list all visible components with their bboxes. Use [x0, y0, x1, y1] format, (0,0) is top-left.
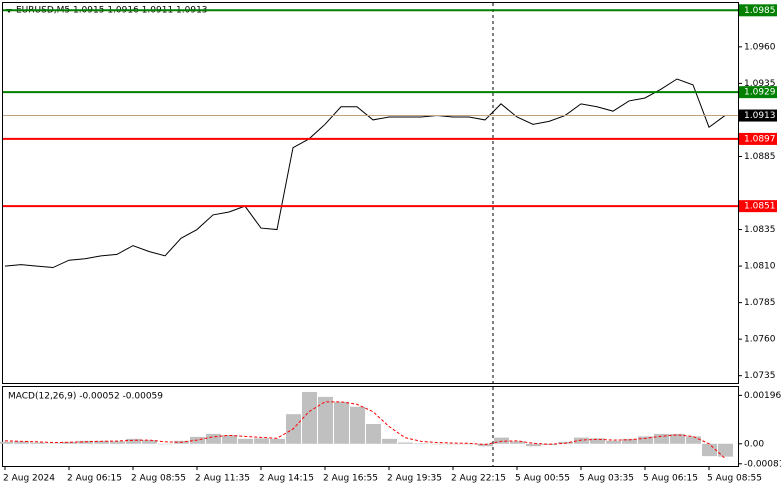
y-tick-label: 1.0810 [744, 262, 776, 272]
macd-bar [62, 441, 77, 444]
level-box [739, 200, 777, 213]
macd-bar [14, 441, 29, 444]
macd-bar [366, 424, 381, 444]
macd-bar [254, 438, 269, 444]
level-box [739, 132, 777, 145]
signal-line [4, 401, 726, 459]
x-tick-label: 2 Aug 22:15 [451, 474, 506, 484]
macd-bar [158, 443, 173, 445]
y-tick-label: 1.0935 [744, 79, 776, 89]
y-tick-label: 1.0960 [744, 42, 776, 52]
x-tick-label: 2 Aug 11:35 [195, 474, 250, 484]
y-tick-label: 1.0785 [744, 298, 776, 308]
level-label: 1.0929 [744, 88, 776, 98]
macd-bar [206, 433, 221, 444]
x-tick-label: 2 Aug 08:55 [131, 474, 186, 484]
x-tick-label: 2 Aug 14:15 [259, 474, 314, 484]
macd-bar [94, 440, 109, 444]
y-tick-label: -0.00081 [744, 459, 781, 469]
level-label: 1.0897 [744, 134, 776, 144]
x-tick-label: 5 Aug 03:35 [579, 474, 634, 484]
y-tick-label: 1.0835 [744, 225, 776, 235]
macd-bar [638, 436, 653, 444]
macd-bar [622, 438, 637, 444]
macd-bar [222, 435, 237, 444]
macd-bar [718, 443, 733, 457]
macd-bar [302, 391, 317, 444]
macd-bar [606, 440, 621, 444]
macd-bar [430, 443, 445, 445]
x-tick-label: 2 Aug 06:15 [67, 474, 122, 484]
macd-bar [654, 433, 669, 444]
macd-bar [398, 442, 413, 444]
macd-bar [126, 438, 141, 444]
macd-bar [574, 437, 589, 444]
price-panel-frame [2, 2, 739, 384]
level-label: 1.0851 [744, 202, 776, 212]
y-tick-label: 1.0885 [744, 152, 776, 162]
macd-bar [0, 441, 13, 444]
macd-bar [414, 443, 429, 444]
level-box [739, 4, 777, 17]
x-tick-label: 2 Aug 2024 [3, 474, 55, 484]
macd-bar [110, 441, 125, 444]
macd-bar [494, 437, 509, 444]
macd-bar [46, 443, 61, 444]
macd-bar [382, 438, 397, 444]
macd-bar [142, 440, 157, 444]
level-box [739, 86, 777, 99]
macd-bar [478, 443, 493, 447]
y-tick-label: 1.0760 [744, 335, 776, 345]
macd-bar [334, 401, 349, 444]
macd-bar [270, 438, 285, 444]
macd-bar [30, 442, 45, 444]
macd-bar [702, 443, 717, 457]
macd-bar [526, 443, 541, 447]
macd-bar [350, 406, 365, 444]
level-label: 1.0985 [744, 6, 776, 16]
last-price-label: 1.0913 [744, 111, 776, 121]
macd-bar [686, 436, 701, 444]
y-tick-label: 0.00196 [744, 391, 781, 401]
macd-bar [510, 441, 525, 444]
macd-bar [238, 438, 253, 444]
last-price-box [739, 109, 777, 122]
price-line [4, 78, 726, 269]
macd-panel-frame [2, 386, 739, 467]
x-tick-label: 5 Aug 00:55 [515, 474, 570, 484]
y-tick-label: 0.00 [744, 439, 764, 449]
x-tick-label: 2 Aug 19:35 [387, 474, 442, 484]
macd-bar [446, 443, 461, 445]
macd-title: MACD(12,26,9) -0.00052 -0.00059 [8, 392, 163, 402]
macd-bar [670, 433, 685, 444]
macd-bar [318, 396, 333, 444]
x-tick-label: 5 Aug 06:15 [643, 474, 698, 484]
y-tick-label: 1.0735 [744, 371, 776, 381]
x-tick-label: 2 Aug 16:55 [323, 474, 378, 484]
macd-bar [462, 443, 477, 445]
macd-bar [78, 440, 93, 444]
x-tick-label: 5 Aug 08:55 [707, 474, 762, 484]
macd-bar [590, 438, 605, 444]
